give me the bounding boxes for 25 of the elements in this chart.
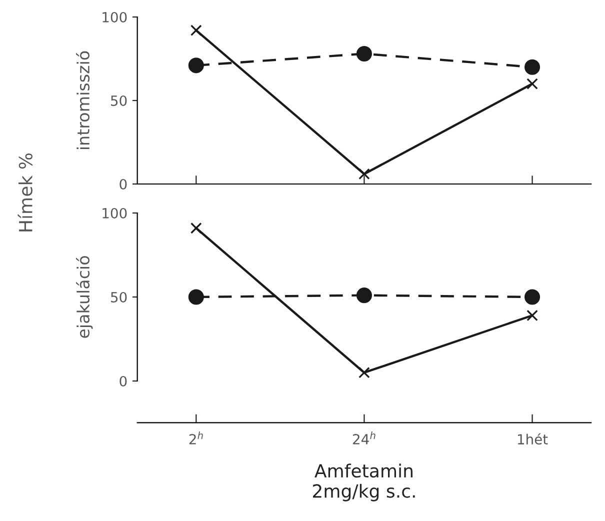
x-tick-label: 1hét [518,433,548,445]
y-tick-label: 100 [102,208,127,218]
point [526,78,538,90]
y-tick-label: 0 [120,376,127,386]
y-axis-title: intromisszió [76,51,90,150]
point [188,289,204,305]
point [190,222,202,234]
y-axis-title: ejakuláció [76,256,93,338]
point [358,366,370,378]
y-tick-label: 0 [120,178,127,190]
point [190,24,202,36]
y-tick-label: 50 [111,95,127,106]
x-tick-label: 2$^{h}$ [189,432,203,444]
point [524,289,540,305]
text: Hímek % [18,153,32,232]
x-axis-title: Amfetamin 2mg/kg s.c. [312,464,415,502]
point [358,168,370,180]
point [356,46,372,62]
point [526,310,538,322]
point [524,59,540,75]
point [188,58,204,74]
y-tick-label: 100 [102,12,127,22]
y-tick-label: 50 [111,292,127,302]
x-tick-label: 24$^{h}$ [353,432,376,444]
point [356,288,372,304]
